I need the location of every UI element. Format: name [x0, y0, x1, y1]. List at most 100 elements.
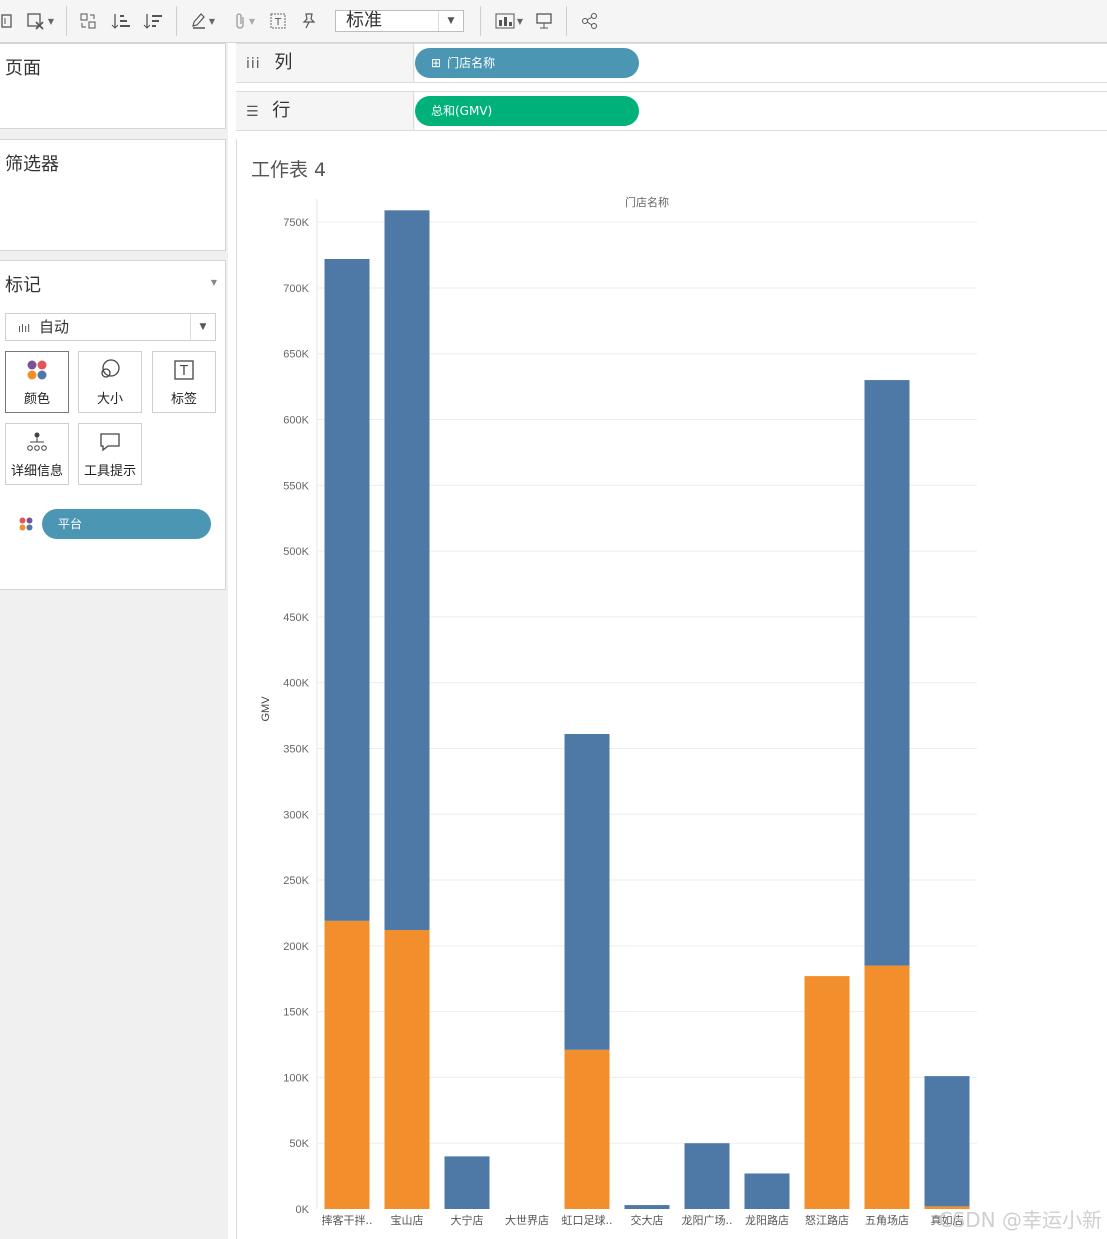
toolbar: ▼ ▼ ▼ T 标准 ▼ ▼	[0, 0, 1107, 43]
svg-text:T: T	[274, 17, 282, 28]
platform-pill[interactable]: 平台	[42, 509, 211, 539]
fit-select-value: 标准	[346, 10, 382, 31]
mark-icon[interactable]	[0, 10, 14, 32]
share-icon[interactable]	[580, 10, 600, 32]
left-panes: 页面 筛选器 标记 ▼ ılıl 自动 ▼ 颜色 大小 T 标签 详细信息 工	[0, 43, 228, 1239]
viz-area: 工作表 4 0K 50K 100K 150K 200K 250K 300K 350K 400K 4…	[236, 139, 1107, 1239]
bar-chart[interactable]: 0K 50K 100K 150K 200K 250K 300K 350K 400K 450K 500…	[237, 139, 1107, 1239]
pages-title: 页面	[5, 58, 41, 79]
y-tick-label: 0K	[296, 1204, 310, 1216]
y-tick-label: 450K	[283, 612, 309, 624]
columns-shelf: iii 列 ⊞ 门店名称	[236, 43, 1107, 83]
color-icon	[27, 360, 47, 380]
bar-segment	[864, 380, 910, 966]
column-header-title: 门店名称	[625, 195, 669, 209]
label-label: 标签	[170, 392, 197, 407]
mark-type-value: 自动	[39, 318, 70, 336]
sort-desc-icon[interactable]	[142, 10, 164, 32]
bar-segment	[564, 1049, 610, 1209]
pages-card[interactable]: 页面	[0, 43, 226, 129]
bar-segment	[324, 259, 370, 921]
y-tick-label: 600K	[283, 415, 309, 427]
bar-segment	[444, 1156, 490, 1209]
store-name-pill-text: 门店名称	[447, 56, 496, 70]
x-tick-label: 龙阳路店	[745, 1213, 789, 1227]
bar-segment	[744, 1173, 790, 1209]
y-tick-label: 550K	[283, 480, 309, 492]
text-icon[interactable]: T	[268, 10, 288, 32]
store-name-pill[interactable]: ⊞ 门店名称	[415, 48, 639, 78]
rows-label-text: 行	[272, 100, 291, 121]
rows-icon: ☰	[246, 104, 259, 120]
presentation-icon[interactable]	[534, 10, 554, 32]
bar-segment	[924, 1076, 970, 1207]
mark-type-select[interactable]: ılıl 自动 ▼	[5, 313, 216, 341]
detail-icon	[27, 432, 47, 451]
y-tick-label: 350K	[283, 743, 309, 755]
y-tick-label: 100K	[283, 1072, 309, 1084]
show-me-icon[interactable]: ▼	[492, 10, 526, 32]
color-label: 颜色	[23, 392, 50, 407]
color-legend-icon	[18, 516, 34, 536]
y-tick-label: 200K	[283, 941, 309, 953]
size-icon	[101, 359, 120, 378]
y-tick-label: 150K	[283, 1007, 309, 1019]
filters-card[interactable]: 筛选器	[0, 139, 226, 251]
y-axis-label: GMV	[260, 696, 272, 722]
marks-title: 标记	[5, 275, 41, 296]
columns-label: iii 列	[236, 44, 414, 82]
rows-shelf: ☰ 行 总和(GMV)	[236, 91, 1107, 131]
detail-label: 详细信息	[10, 464, 63, 479]
x-tick-label: 宝山店	[391, 1213, 424, 1227]
label-button[interactable]: T 标签	[152, 351, 216, 413]
detail-button[interactable]: 详细信息	[5, 423, 69, 485]
pin-icon[interactable]	[298, 10, 318, 32]
filters-title: 筛选器	[5, 154, 59, 175]
size-button[interactable]: 大小	[78, 351, 142, 413]
color-button[interactable]: 颜色	[5, 351, 69, 413]
bar-segment	[624, 1205, 670, 1209]
columns-label-text: 列	[274, 52, 293, 73]
x-tick-label: 大宁店	[451, 1213, 484, 1227]
fit-select[interactable]: 标准 ▼	[335, 10, 464, 32]
sheet-title[interactable]: 工作表 4	[251, 159, 327, 181]
y-tick-label: 650K	[283, 349, 309, 361]
tooltip-label: 工具提示	[83, 464, 136, 479]
tooltip-button[interactable]: 工具提示	[78, 423, 142, 485]
x-tick-label: 交大店	[631, 1213, 664, 1227]
size-label: 大小	[96, 392, 123, 407]
y-tick-label: 700K	[283, 283, 309, 295]
clear-sheet-icon[interactable]: ▼	[22, 10, 58, 32]
swap-icon[interactable]	[78, 10, 98, 32]
columns-drop-area[interactable]: ⊞ 门店名称	[415, 44, 1107, 82]
x-tick-label: 真如店	[931, 1213, 964, 1227]
x-tick-label: 怒江路店	[805, 1213, 849, 1227]
bar-chart-icon: ılıl	[18, 322, 31, 335]
x-tick-label: 龙阳广场..	[682, 1213, 733, 1227]
x-tick-label: 五角场店	[865, 1213, 909, 1227]
bar-segment	[924, 1206, 970, 1209]
svg-text:T: T	[179, 364, 188, 379]
bar-segment	[564, 734, 610, 1050]
watermark: CSDN @幸运小新	[938, 1208, 1102, 1232]
y-tick-label: 300K	[283, 809, 309, 821]
label-icon: T	[174, 360, 194, 380]
rows-drop-area[interactable]: 总和(GMV)	[415, 92, 1107, 130]
x-tick-label: 大世界店	[505, 1213, 549, 1227]
rows-label: ☰ 行	[236, 92, 414, 130]
tooltip-icon	[100, 433, 120, 452]
highlight-icon[interactable]: ▼	[188, 10, 218, 32]
bar-segment	[804, 976, 850, 1209]
x-tick-label: 虹口足球..	[562, 1213, 613, 1227]
bar-segment	[324, 920, 370, 1209]
sort-asc-icon[interactable]	[110, 10, 132, 32]
x-tick-label: 摔客干拌..	[322, 1213, 373, 1227]
y-tick-label: 50K	[289, 1138, 309, 1150]
marks-menu-icon[interactable]: ▼	[210, 278, 217, 287]
marks-card: 标记 ▼ ılıl 自动 ▼ 颜色 大小 T 标签 详细信息 工具提示	[0, 260, 226, 590]
bar-segment	[684, 1143, 730, 1209]
gmv-sum-pill[interactable]: 总和(GMV)	[415, 96, 639, 126]
y-tick-label: 500K	[283, 546, 309, 558]
paperclip-icon[interactable]: ▼	[228, 10, 260, 32]
y-tick-label: 750K	[283, 217, 309, 229]
